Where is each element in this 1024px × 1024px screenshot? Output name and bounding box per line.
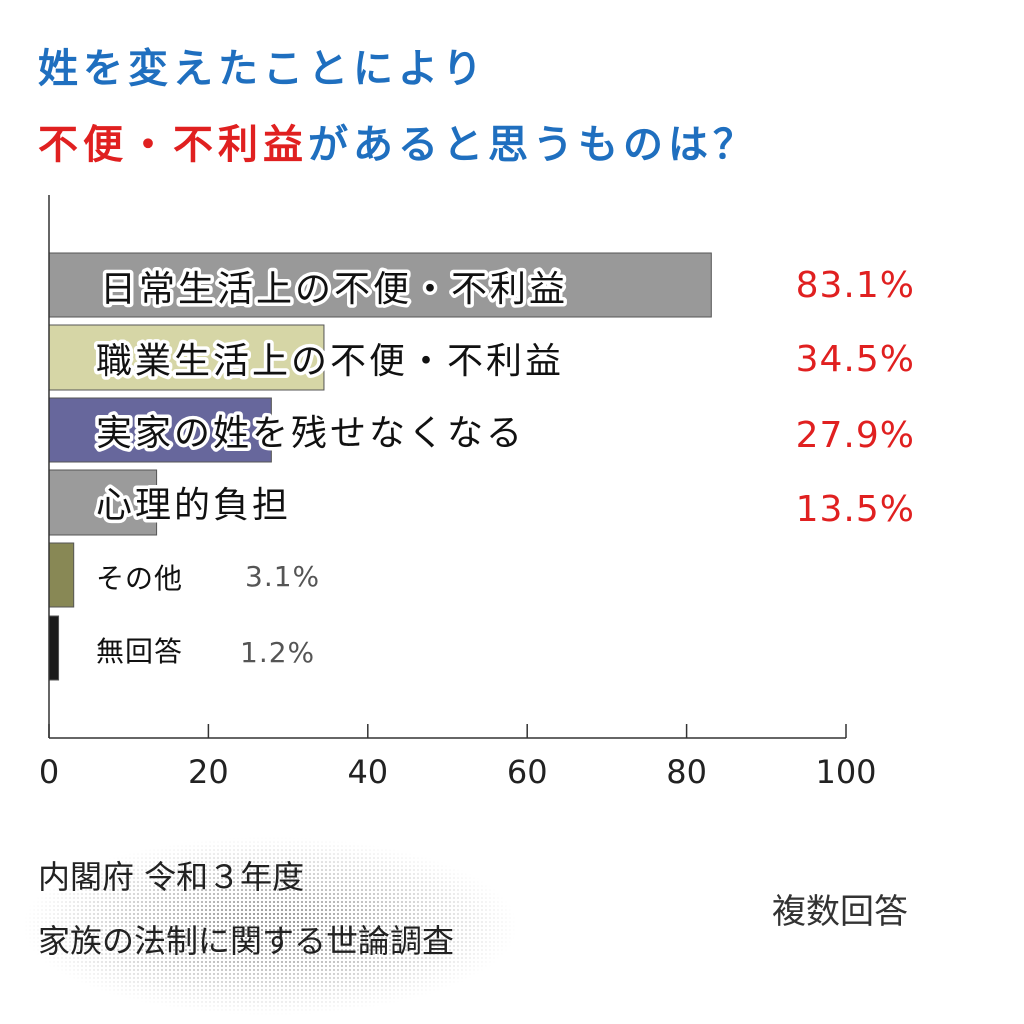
chart-title-highlight: 不便・不利益 xyxy=(38,122,308,168)
category-label: 心理的負担 xyxy=(96,485,291,526)
x-tick-label: 100 xyxy=(815,753,876,791)
bar xyxy=(48,397,272,463)
value-label: 3.1% xyxy=(245,560,320,593)
bar xyxy=(48,615,60,681)
bar xyxy=(48,252,712,318)
bar xyxy=(48,542,75,608)
chart-title-rest: があると思うものは？ xyxy=(308,122,758,168)
value-label: 1.2% xyxy=(240,636,315,669)
x-tick-label: 80 xyxy=(666,753,707,791)
category-label: 無回答 xyxy=(96,635,183,668)
value-label: 27.9% xyxy=(796,415,915,456)
value-label: 13.5% xyxy=(796,489,915,530)
value-label: 34.5% xyxy=(796,339,915,380)
category-label: 実家の姓を残せなくなる xyxy=(96,413,525,454)
x-tick-label: 0 xyxy=(39,753,59,791)
chart-title-line2: 不便・不利益があると思うものは？ xyxy=(38,112,758,170)
category-label: その他 xyxy=(96,562,183,595)
source-line1: 内閣府 令和３年度 xyxy=(38,858,305,896)
x-tick-label: 40 xyxy=(347,753,388,791)
x-tick-label: 60 xyxy=(507,753,548,791)
source-dot-pattern xyxy=(20,836,520,1016)
category-label: 職業生活上の不便・不利益 xyxy=(96,341,564,382)
bar-chart: 0 20 40 60 80 100 日常生活上の不便・不利益 83.1% 職業生活上の不便・不利… xyxy=(39,195,915,791)
chart-title-line1: 姓を変えたことにより xyxy=(38,46,488,92)
value-label: 83.1% xyxy=(796,265,915,306)
multiple-answer-note: 複数回答 xyxy=(772,892,908,932)
source-line2: 家族の法制に関する世論調査 xyxy=(38,922,455,960)
bar xyxy=(48,324,325,391)
source-note: 内閣府 令和３年度 家族の法制に関する世論調査 xyxy=(38,845,454,973)
bar xyxy=(48,469,158,536)
x-tick-label: 20 xyxy=(188,753,229,791)
category-label: 日常生活上の不便・不利益 xyxy=(100,269,568,310)
